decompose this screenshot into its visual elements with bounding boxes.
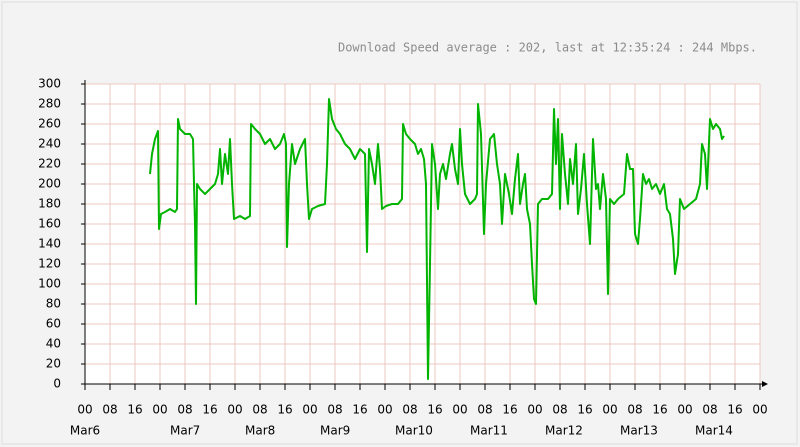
x-tick-label: 00 xyxy=(377,403,392,417)
x-tick-label: 08 xyxy=(702,403,717,417)
y-tick-label: 120 xyxy=(38,257,61,271)
x-tick-label: 16 xyxy=(727,403,742,417)
y-tick-label: 180 xyxy=(38,197,61,211)
x-tick-label: 16 xyxy=(202,403,217,417)
x-tick-label: 16 xyxy=(127,403,142,417)
x-tick-label: 00 xyxy=(152,403,167,417)
x-tick-label: 08 xyxy=(327,403,342,417)
y-tick-label: 140 xyxy=(38,237,61,251)
line xyxy=(149,98,725,380)
x-axis-arrow xyxy=(762,381,768,387)
day-label: Mar6 xyxy=(70,424,100,438)
plot-area xyxy=(85,84,760,384)
y-tick-label: 40 xyxy=(46,337,61,351)
x-tick-label: 00 xyxy=(227,403,242,417)
day-label: Mar8 xyxy=(245,424,275,438)
day-label: Mar11 xyxy=(470,424,508,438)
y-tick-label: 240 xyxy=(38,137,61,151)
x-tick-label: 16 xyxy=(577,403,592,417)
y-tick-label: 0 xyxy=(53,377,61,391)
y-tick-label: 300 xyxy=(38,77,61,91)
y-tick-label: 60 xyxy=(46,317,61,331)
y-tick-label: 200 xyxy=(38,177,61,191)
day-label: Mar14 xyxy=(695,424,733,438)
chart-title: Download Speed average : 202, last at 12… xyxy=(338,41,757,55)
y-tick-label: 100 xyxy=(38,277,61,291)
x-tick-label: 08 xyxy=(477,403,492,417)
day-label: Mar10 xyxy=(395,424,433,438)
y-tick-label: 160 xyxy=(38,217,61,231)
x-tick-label: 00 xyxy=(527,403,542,417)
x-tick-label: 08 xyxy=(177,403,192,417)
x-tick-label: 16 xyxy=(277,403,292,417)
x-tick-label: 00 xyxy=(452,403,467,417)
y-tick-label: 80 xyxy=(46,297,61,311)
y-tick-label: 280 xyxy=(38,97,61,111)
x-tick-label: 16 xyxy=(652,403,667,417)
y-tick-label: 220 xyxy=(38,157,61,171)
x-tick-label: 08 xyxy=(552,403,567,417)
day-label: Mar7 xyxy=(170,424,200,438)
y-tick-label: 20 xyxy=(46,357,61,371)
x-tick-label: 08 xyxy=(102,403,117,417)
y-tick-label: 260 xyxy=(38,117,61,131)
x-tick-label: 00 xyxy=(677,403,692,417)
x-tick-label: 00 xyxy=(302,403,317,417)
day-label: Mar13 xyxy=(620,424,658,438)
x-tick-label: 00 xyxy=(77,403,92,417)
day-label: Mar9 xyxy=(320,424,350,438)
x-tick-label: 16 xyxy=(427,403,442,417)
x-tick-label: 16 xyxy=(352,403,367,417)
x-tick-label: 08 xyxy=(402,403,417,417)
x-tick-label: 00 xyxy=(602,403,617,417)
x-tick-label: 00 xyxy=(752,403,767,417)
x-tick-label: 08 xyxy=(252,403,267,417)
x-tick-label: 08 xyxy=(627,403,642,417)
day-label: Mar12 xyxy=(545,424,583,438)
x-tick-label: 16 xyxy=(502,403,517,417)
